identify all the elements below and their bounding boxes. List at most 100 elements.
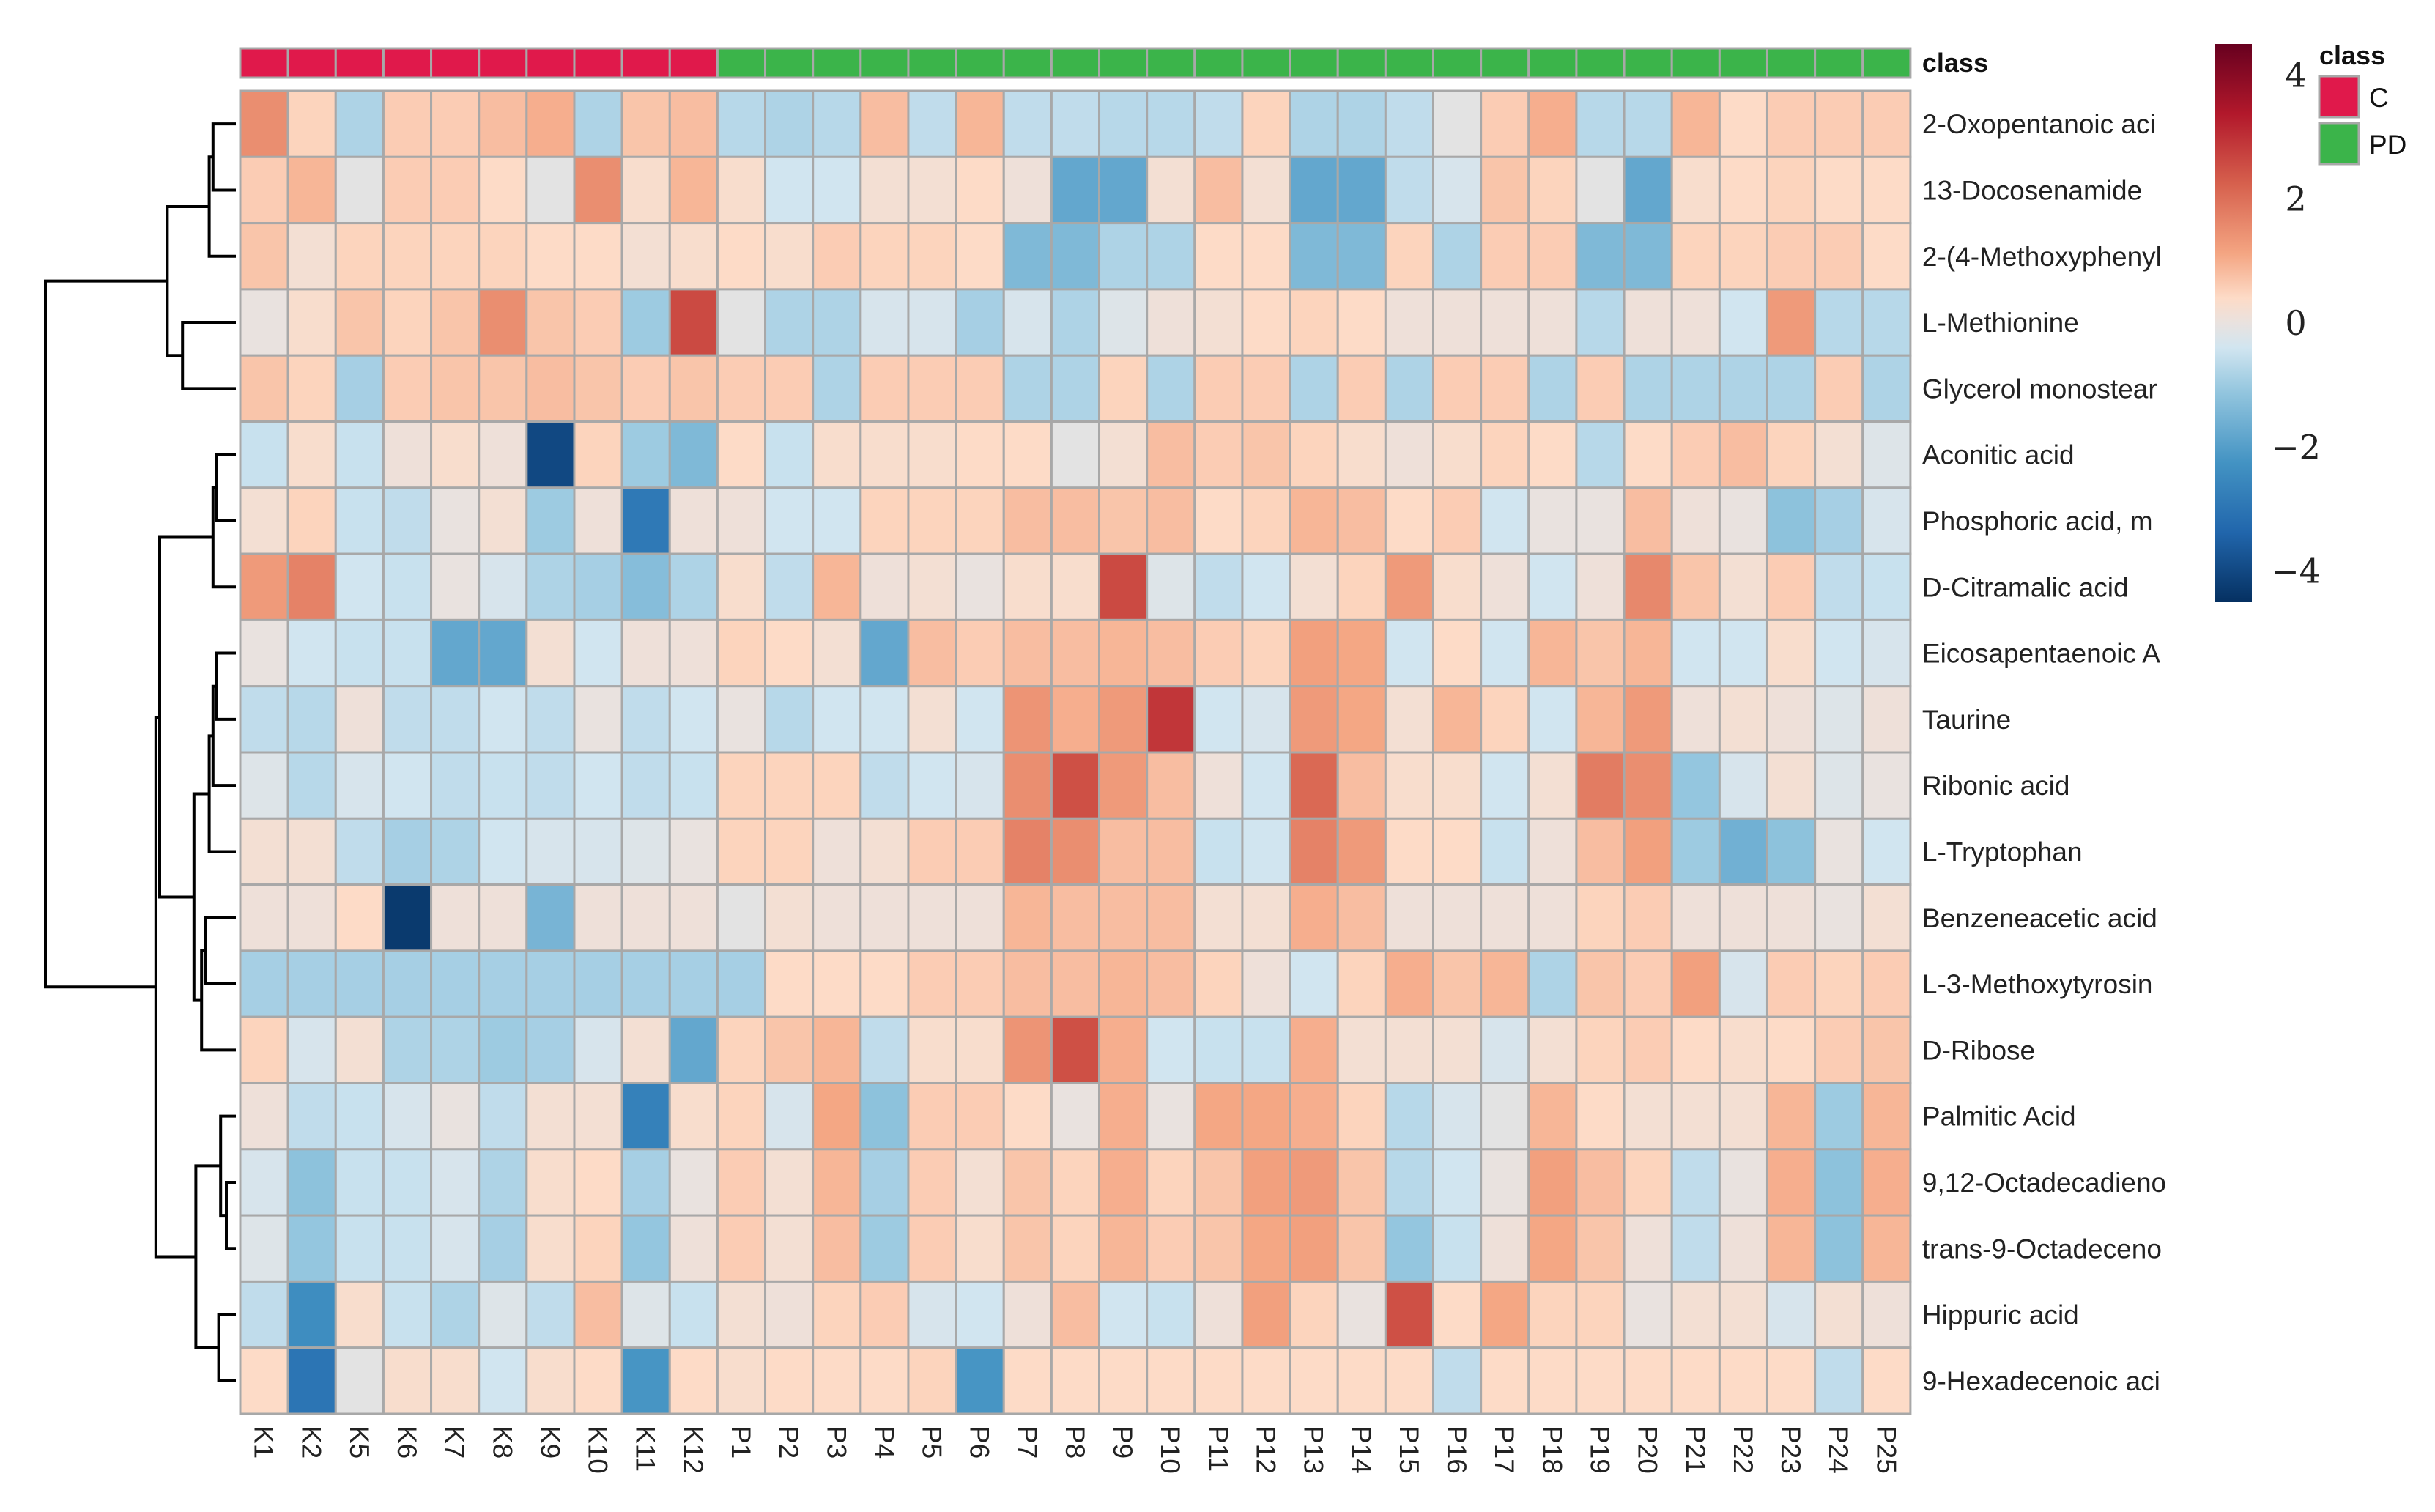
heatmap-cell — [859, 685, 910, 754]
heatmap-cell — [525, 751, 576, 820]
heatmap-cell — [430, 354, 481, 423]
heatmap-cell — [573, 883, 623, 952]
heatmap-cell — [1814, 288, 1864, 357]
heatmap-cell — [1193, 552, 1244, 621]
heatmap-cell — [1718, 618, 1768, 688]
heatmap-cell — [430, 552, 481, 621]
heatmap-cell — [812, 222, 862, 291]
dendrogram-link — [154, 716, 196, 1259]
heatmap-cell — [1765, 222, 1817, 291]
heatmap-cell — [1432, 883, 1483, 952]
heatmap-cell — [1384, 354, 1434, 423]
heatmap-cell — [478, 1015, 528, 1084]
heatmap-cell — [668, 354, 719, 423]
color-scale-tick-label: 4 — [2285, 55, 2306, 94]
heatmap-cell — [430, 288, 481, 357]
column-labels: K1 K2 K5 K6 K7 K8 K9 K10 K11 K12 P1 P2 P3 P4 P5 P6 P7 P8 P… — [249, 1426, 1902, 1474]
heatmap-cell — [764, 751, 815, 820]
heatmap-cell — [286, 618, 337, 688]
row-label: L-Methionine — [1922, 308, 2079, 338]
dendrogram-link — [194, 1164, 221, 1349]
class-cell-K8 — [478, 47, 528, 79]
heatmap-cell — [382, 1148, 433, 1217]
heatmap-cell — [573, 1280, 623, 1349]
heatmap-cell — [1432, 1015, 1483, 1084]
heatmap-cell — [1384, 751, 1434, 820]
heatmap-cell — [1718, 685, 1768, 754]
heatmap-cell — [1861, 817, 1912, 886]
heatmap-cell — [764, 89, 815, 158]
heatmap-cell — [1432, 949, 1483, 1018]
heatmap-cell — [478, 883, 528, 952]
heatmap-cell — [1814, 486, 1864, 555]
heatmap-cell — [1146, 1015, 1196, 1084]
heatmap-cell — [1098, 354, 1149, 423]
heatmap-cell — [1480, 288, 1530, 357]
heatmap-cell — [1289, 420, 1339, 489]
heatmap-cell — [382, 420, 433, 489]
heatmap-cell — [382, 883, 433, 952]
heatmap-cell — [382, 817, 433, 886]
heatmap-cell — [1575, 883, 1626, 952]
heatmap-cell — [620, 89, 671, 158]
heatmap-cell — [1623, 883, 1673, 952]
heatmap-cell — [716, 883, 767, 952]
column-label: K2 — [297, 1426, 327, 1459]
heatmap-cell — [239, 552, 289, 621]
heatmap-cell — [286, 552, 337, 621]
heatmap-cell — [1289, 1015, 1339, 1084]
heatmap-cell — [334, 89, 385, 158]
heatmap-cell — [382, 354, 433, 423]
heatmap-cell — [1193, 1148, 1244, 1217]
heatmap-cell — [1050, 949, 1101, 1018]
heatmap-cell — [1098, 1082, 1149, 1151]
heatmap-cell — [1384, 155, 1434, 225]
heatmap-cell — [668, 685, 719, 754]
heatmap-cell — [1623, 751, 1673, 820]
heatmap-cell — [430, 222, 481, 291]
heatmap-cell — [1241, 1082, 1291, 1151]
heatmap-cell — [430, 618, 481, 688]
heatmap-cell — [382, 1082, 433, 1151]
heatmap-cell — [1575, 222, 1626, 291]
heatmap-cell — [955, 552, 1005, 621]
heatmap-cell — [525, 1280, 576, 1349]
heatmap-cell — [1623, 1148, 1673, 1217]
heatmap-cell — [1336, 420, 1387, 489]
heatmap-cell — [907, 1346, 957, 1415]
heatmap-cell — [1623, 1082, 1673, 1151]
heatmap-cell — [1575, 1148, 1626, 1217]
heatmap-cell — [1814, 89, 1864, 158]
heatmap-cell — [812, 420, 862, 489]
heatmap-cell — [1575, 486, 1626, 555]
heatmap-cell — [430, 1214, 481, 1283]
heatmap-cell — [1623, 1214, 1673, 1283]
heatmap-cell — [1670, 552, 1721, 621]
heatmap-cell — [668, 89, 719, 158]
heatmap-cell — [1193, 883, 1244, 952]
heatmap-cell — [1336, 222, 1387, 291]
column-label: P4 — [869, 1426, 899, 1459]
heatmap-cell — [764, 155, 815, 225]
class-cell-K9 — [525, 47, 576, 79]
heatmap-cell — [1098, 817, 1149, 886]
heatmap-cell — [1146, 618, 1196, 688]
column-label: P9 — [1108, 1426, 1138, 1459]
column-label: P16 — [1442, 1426, 1472, 1474]
heatmap-cell — [1193, 288, 1244, 357]
heatmap-cell — [955, 751, 1005, 820]
heatmap-cell — [764, 1280, 815, 1349]
heatmap-cell — [1193, 1280, 1244, 1349]
heatmap-cell — [716, 89, 767, 158]
heatmap-cell — [430, 751, 481, 820]
heatmap-cell — [1718, 354, 1768, 423]
heatmap-cell — [620, 751, 671, 820]
heatmap-cell — [1480, 552, 1530, 621]
heatmap-cell — [668, 1346, 719, 1415]
heatmap-cell — [1527, 486, 1578, 555]
heatmap-cell — [1575, 685, 1626, 754]
heatmap-cell — [1241, 552, 1291, 621]
heatmap-cell — [764, 1015, 815, 1084]
heatmap-cell — [1480, 155, 1530, 225]
